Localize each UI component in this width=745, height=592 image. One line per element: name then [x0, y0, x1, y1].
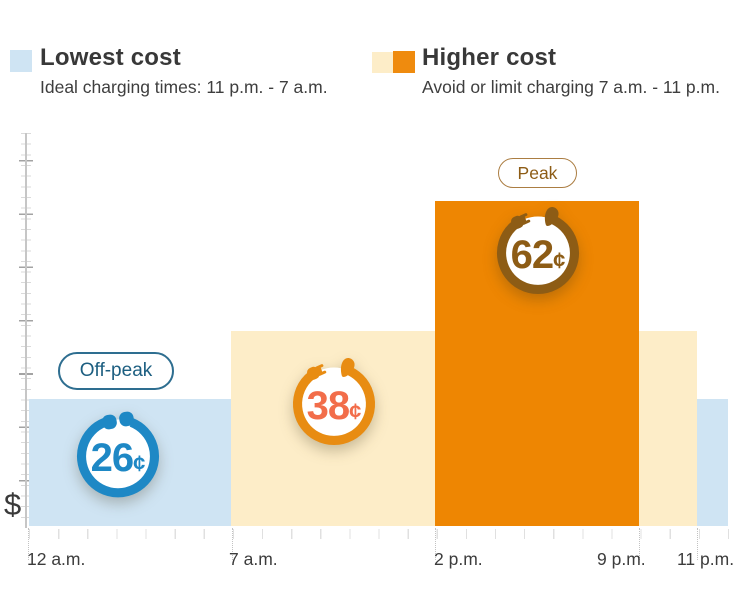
cent-symbol: ¢ [349, 399, 362, 424]
charging-plug-ring-icon [292, 357, 376, 445]
offpeak-price-circle: 26¢ [70, 408, 166, 504]
higher-cost-description: Avoid or limit charging 7 a.m. - 11 p.m. [422, 77, 720, 97]
higher-cost-dark-swatch [393, 51, 415, 73]
offpeak-price-value: 26 [90, 436, 134, 480]
x-tick-label-9pm: 9 p.m. [597, 549, 646, 569]
x-gridline-11pm [697, 528, 698, 560]
cent-symbol: ¢ [133, 451, 146, 476]
peak-price-value: 62 [510, 233, 554, 277]
x-tick-label-11pm: 11 p.m. [677, 549, 735, 569]
off-peak-badge: Off-peak [58, 352, 174, 390]
cent-symbol: ¢ [553, 248, 566, 273]
off-peak-badge-label: Off-peak [79, 360, 153, 381]
peak-price-circle: 62¢ [490, 205, 586, 301]
x-tick-label-7am: 7 a.m. [229, 549, 278, 569]
charging-plug-ring-icon [76, 411, 160, 498]
mid-price-value: 38 [306, 384, 350, 428]
bar-mid-9pm-11pm [639, 331, 697, 526]
x-tick-label-2pm: 2 p.m. [434, 549, 483, 569]
lowest-cost-label: Lowest cost [40, 44, 181, 71]
peak-price: 62¢ [490, 235, 586, 275]
y-axis-dollar-label: $ [4, 487, 22, 522]
peak-badge-label: Peak [517, 162, 558, 183]
x-axis-hour-ticks [29, 529, 729, 539]
higher-cost-label: Higher cost [422, 44, 557, 71]
mid-price: 38¢ [286, 386, 382, 426]
charging-plug-ring-icon [496, 206, 580, 294]
mid-price-circle: 38¢ [286, 356, 382, 452]
y-axis-line [25, 133, 27, 528]
offpeak-price: 26¢ [70, 438, 166, 478]
x-gridline-12am [28, 528, 29, 560]
x-gridline-7am [232, 528, 233, 560]
lowest-cost-description: Ideal charging times: 11 p.m. - 7 a.m. [40, 77, 328, 97]
x-gridline-9pm [639, 528, 640, 560]
higher-cost-light-swatch [372, 52, 393, 73]
bar-offpeak-11pm-12am [697, 399, 728, 526]
lowest-cost-swatch [10, 50, 32, 72]
peak-badge: Peak [498, 158, 577, 188]
x-gridline-2pm [435, 528, 436, 560]
x-tick-label-12am: 12 a.m. [27, 549, 86, 569]
